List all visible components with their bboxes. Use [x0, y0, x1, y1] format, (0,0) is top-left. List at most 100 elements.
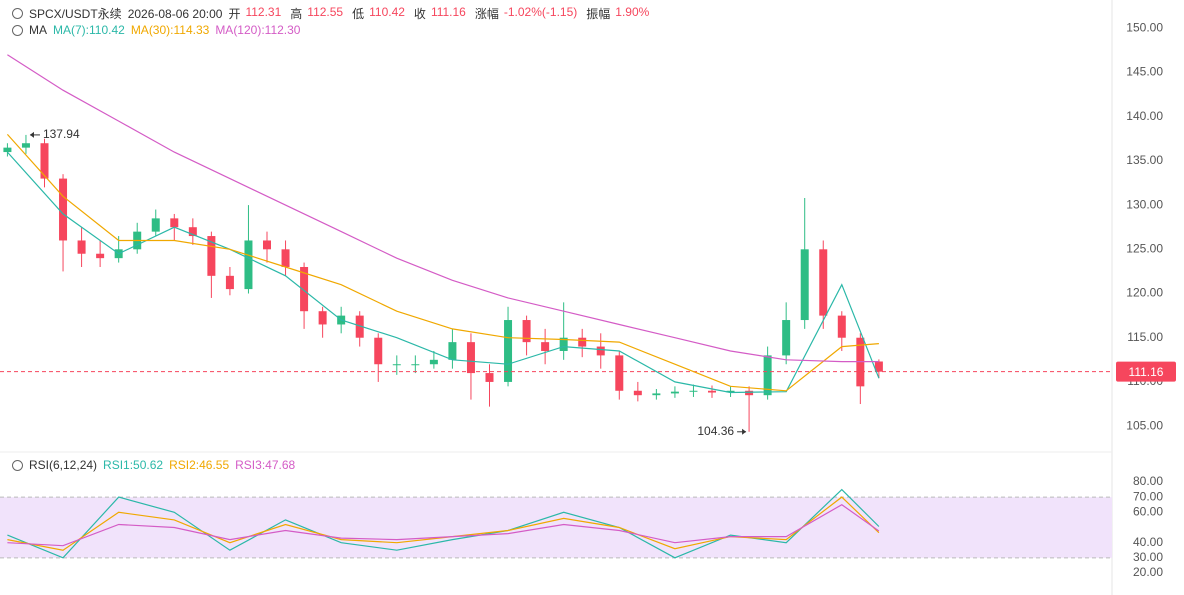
- candle-body: [429, 359, 438, 365]
- candle-body: [448, 342, 457, 360]
- candle-body: [708, 390, 716, 393]
- candle-body: [763, 355, 772, 396]
- candle-body: [392, 364, 401, 366]
- candle-body: [615, 355, 624, 391]
- candle-body: [819, 249, 828, 316]
- candle-body: [151, 218, 160, 232]
- y-tick-label: 60.00: [1133, 504, 1163, 518]
- candle-body: [300, 266, 309, 312]
- indicator-name: MA: [29, 23, 47, 37]
- header-value: 110.42: [369, 5, 405, 19]
- header-value: 112.31: [245, 5, 282, 19]
- legend-entry: RSI1:50.62: [103, 458, 164, 472]
- annotation-arrowhead: [742, 428, 747, 435]
- y-tick-label: 70.00: [1133, 489, 1163, 503]
- candle-body: [559, 337, 568, 351]
- toggle-icon[interactable]: [12, 8, 23, 19]
- annotation: 137.94: [43, 127, 80, 141]
- line-series: [7, 503, 880, 547]
- candle-body: [652, 393, 661, 396]
- candle-body: [77, 240, 86, 254]
- candle-body: [3, 147, 12, 153]
- candle-body: [263, 240, 271, 250]
- header-value: 111.16: [430, 5, 466, 19]
- candle-body: [522, 320, 531, 343]
- legend-entry: MA(7):110.42: [53, 23, 125, 37]
- header-row: SPCX/USDT永续 2026-08-06 20:00 开 112.31 高 112…: [12, 5, 653, 22]
- rsi-legend: RSI(6,12,24) RSI1:50.62 RSI2:46.55 RSI3:…: [12, 458, 295, 472]
- candle-body: [578, 337, 587, 347]
- y-tick-label: 140.00: [1126, 109, 1163, 123]
- y-tick-label: 130.00: [1126, 197, 1163, 211]
- annotation: 104.36: [697, 424, 734, 438]
- y-tick-label: 105.00: [1126, 418, 1163, 432]
- header-value: -1.02%(-1.15): [503, 5, 578, 19]
- line-series: [6, 133, 879, 392]
- candle-body: [504, 320, 513, 382]
- y-tick-label: 115.00: [1127, 330, 1163, 344]
- symbol: SPCX/USDT永续: [29, 7, 122, 21]
- candle-body: [96, 253, 105, 259]
- candle-body: [40, 143, 49, 179]
- annotation-arrowhead: [29, 131, 34, 138]
- candle-body: [745, 390, 754, 396]
- y-tick-label: 145.00: [1126, 65, 1163, 79]
- time: 2026-08-06 20:00: [127, 6, 223, 21]
- line-series: [7, 54, 879, 363]
- candle-body: [281, 249, 290, 267]
- y-tick-label: 40.00: [1133, 535, 1163, 549]
- ma-legend: MA MA(7):110.42 MA(30):114.33 MA(120):11…: [12, 23, 300, 37]
- header-label: 涨幅: [474, 7, 499, 21]
- candle-body: [670, 391, 679, 394]
- legend-entry: MA(30):114.33: [130, 23, 210, 37]
- last-price-label: 111.16: [1129, 365, 1164, 379]
- legend-entry: MA(120):112.30: [215, 23, 301, 37]
- candle-body: [485, 373, 494, 382]
- toggle-icon[interactable]: [12, 459, 23, 471]
- last-price-tag: [1116, 361, 1176, 382]
- candle-body: [318, 311, 327, 325]
- y-tick-label: 120.00: [1126, 286, 1163, 300]
- candle-body: [726, 390, 735, 393]
- candle-body: [355, 315, 364, 338]
- candle-body: [374, 337, 383, 365]
- indicator-name: RSI(6,12,24): [29, 458, 98, 472]
- candle-body: [188, 227, 197, 237]
- y-tick-label: 80.00: [1133, 474, 1163, 488]
- legend-entry: RSI3:47.68: [235, 458, 296, 472]
- y-tick-label: 20.00: [1133, 565, 1163, 579]
- candle-body: [21, 143, 30, 148]
- header-label: 开: [228, 7, 241, 21]
- candle-body: [170, 218, 179, 228]
- candle-body: [541, 342, 550, 351]
- legend-entry: RSI2:46.55: [169, 458, 230, 472]
- y-tick-label: 150.00: [1126, 20, 1163, 34]
- candle-body: [874, 361, 883, 372]
- rsi-band: [0, 497, 1112, 558]
- candle-body: [782, 320, 791, 356]
- candle-body: [225, 275, 234, 290]
- candle-body: [633, 390, 642, 396]
- candle-body: [244, 240, 253, 290]
- candle-body: [207, 236, 216, 276]
- y-tick-label: 125.00: [1126, 241, 1163, 255]
- line-series: [6, 151, 880, 394]
- candle-body: [596, 346, 605, 356]
- candle-body: [837, 315, 846, 338]
- header-label: 低: [352, 7, 365, 21]
- toggle-icon[interactable]: [12, 24, 23, 36]
- header-value: 1.90%: [615, 5, 650, 19]
- candle-body: [59, 178, 68, 241]
- candle-body: [800, 249, 809, 321]
- header-label: 振幅: [586, 7, 611, 21]
- candle-body: [466, 342, 475, 374]
- header-value: 112.55: [307, 5, 344, 19]
- header-label: 收: [413, 7, 426, 21]
- y-tick-label: 30.00: [1133, 550, 1163, 564]
- candle-body: [411, 364, 420, 366]
- candle-body: [689, 390, 698, 392]
- header-label: 高: [290, 7, 303, 21]
- y-tick-label: 135.00: [1126, 153, 1163, 167]
